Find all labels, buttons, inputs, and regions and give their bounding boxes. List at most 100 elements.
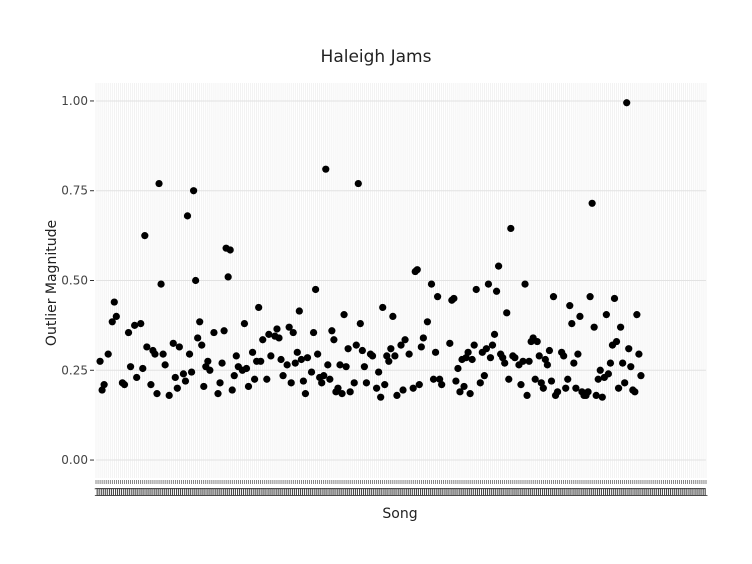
- data-point: [244, 382, 253, 391]
- x-tick-label: 1: [287, 486, 294, 499]
- x-tick-label: 1: [272, 486, 279, 499]
- data-point: [147, 381, 155, 389]
- x-tick-label: 1: [449, 486, 456, 499]
- data-point: [413, 266, 421, 274]
- x-tick-label: 1: [405, 486, 412, 499]
- data-point: [291, 359, 299, 367]
- x-tick-label: 1: [301, 486, 308, 499]
- x-tick-label: 1: [242, 486, 249, 499]
- x-tick-label: 1: [370, 486, 377, 499]
- x-tick-label: 1: [175, 486, 182, 499]
- data-point: [194, 334, 202, 342]
- x-tick-label: 1: [470, 486, 477, 499]
- x-tick-label: 1: [250, 486, 257, 499]
- x-tick-label: 1: [665, 486, 672, 499]
- data-point: [387, 345, 395, 353]
- x-tick-label: 1: [508, 486, 515, 499]
- data-point: [226, 246, 234, 254]
- x-tick-label: 1: [699, 486, 706, 499]
- x-tick-label: 1: [464, 486, 471, 499]
- data-point: [604, 370, 613, 378]
- x-tick-label: 1: [496, 486, 503, 499]
- x-tick-label: 1: [486, 486, 493, 499]
- data-point: [159, 350, 167, 358]
- x-tick-label: 1: [618, 486, 625, 499]
- x-tick-label: 1: [661, 486, 668, 499]
- data-point: [171, 373, 179, 382]
- data-point: [224, 273, 232, 281]
- x-tick-label: 1: [510, 486, 517, 499]
- x-tick-label: 1: [429, 486, 436, 499]
- data-point: [631, 388, 639, 396]
- x-tick-label: 1: [401, 486, 408, 499]
- data-point: [344, 345, 352, 353]
- data-point: [360, 363, 368, 371]
- x-tick-label: 1: [325, 486, 332, 499]
- x-tick-label: 1: [460, 486, 467, 499]
- x-tick-label: 1: [291, 486, 298, 499]
- data-point: [553, 388, 562, 396]
- x-tick-label: 1: [413, 486, 420, 499]
- y-tick-label: 0.00: [61, 453, 88, 467]
- x-tick-label: 1: [187, 486, 194, 499]
- data-point: [285, 323, 293, 331]
- x-tick-label: 1: [649, 486, 656, 499]
- x-tick-label: 1: [260, 486, 267, 499]
- x-tick-label: 1: [691, 486, 698, 499]
- data-point: [470, 341, 478, 349]
- data-point: [379, 303, 387, 312]
- data-point: [303, 354, 312, 362]
- x-tick-label: 1: [374, 486, 381, 499]
- x-tick-label: 1: [384, 486, 391, 499]
- x-tick-label: 1: [659, 486, 666, 499]
- data-point: [143, 343, 151, 351]
- x-tick-label: 1: [128, 486, 135, 499]
- x-tick-label: 1: [636, 486, 643, 499]
- data-point: [283, 361, 291, 369]
- data-point: [625, 345, 633, 353]
- x-tick-label: 1: [283, 486, 290, 499]
- x-tick-label: 1: [270, 486, 277, 499]
- data-point: [488, 341, 497, 349]
- x-tick-label: 1: [321, 486, 328, 499]
- data-point: [450, 294, 458, 303]
- data-point: [517, 381, 525, 389]
- x-tick-label: 1: [437, 486, 444, 499]
- data-point: [358, 346, 366, 355]
- data-point: [431, 348, 440, 356]
- x-tick-label: 1: [409, 486, 416, 499]
- data-point: [466, 390, 474, 398]
- data-point: [259, 336, 267, 344]
- x-tick-label: 1: [453, 486, 460, 499]
- x-tick-label: 1: [360, 486, 367, 499]
- x-tick-label: 1: [252, 486, 259, 499]
- data-point: [533, 337, 541, 346]
- data-point: [362, 379, 371, 387]
- x-tick-label: 1: [504, 486, 511, 499]
- x-tick-label: 1: [573, 486, 580, 499]
- chart-title: Haleigh Jams: [321, 47, 432, 67]
- x-tick-label: 1: [165, 486, 172, 499]
- data-point: [543, 361, 552, 369]
- x-tick-label: 1: [537, 486, 544, 499]
- x-tick-label: 1: [638, 486, 645, 499]
- x-tick-label: 1: [531, 486, 538, 499]
- data-point: [297, 355, 305, 364]
- x-tick-label: 1: [124, 486, 131, 499]
- data-point: [588, 199, 596, 207]
- x-tick-label: 1: [258, 486, 265, 499]
- x-tick-label: 1: [484, 486, 491, 499]
- x-tick-label: 1: [514, 486, 521, 499]
- data-point: [165, 391, 173, 400]
- data-point: [248, 348, 257, 356]
- x-tick-label: 1: [433, 486, 440, 499]
- x-tick-label: 1: [100, 486, 107, 499]
- y-tick-label: 0.50: [61, 274, 88, 288]
- data-point: [377, 393, 385, 401]
- data-point: [482, 345, 490, 353]
- x-tick-label: 1: [268, 486, 275, 499]
- x-tick-label: 1: [118, 486, 125, 499]
- x-tick-label: 1: [342, 486, 349, 499]
- data-point: [401, 336, 409, 344]
- x-tick-label: 1: [490, 486, 497, 499]
